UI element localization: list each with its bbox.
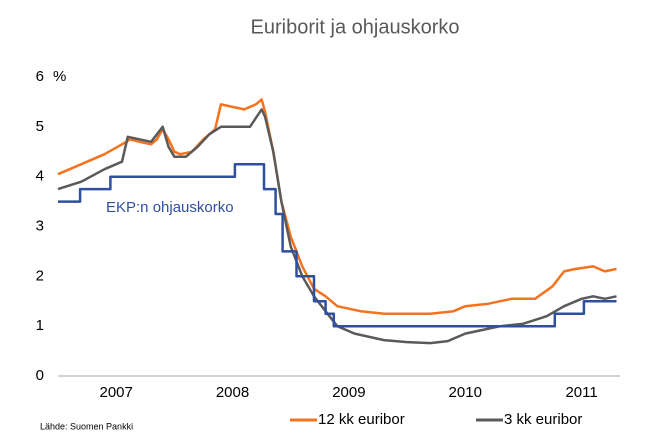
x-tick-label: 2008	[216, 384, 249, 401]
series-label: EKP:n ohjauskorko	[106, 199, 234, 216]
x-tick-label: 2009	[332, 384, 365, 401]
x-tick-label: 2011	[565, 384, 597, 401]
x-tick-label: 2007	[99, 384, 132, 401]
y-tick-label: 1	[36, 317, 44, 334]
y-tick-label: 4	[36, 168, 44, 185]
legend-label: 12 kk euribor	[318, 411, 405, 428]
y-tick-label: 3	[36, 217, 44, 234]
y-tick-label: 6	[36, 68, 44, 85]
y-unit: %	[53, 68, 66, 85]
x-tick-label: 2010	[449, 384, 482, 401]
source: Lähde: Suomen Pankki	[40, 421, 133, 431]
chart-title: Euriborit ja ohjauskorko	[251, 16, 460, 38]
y-tick-label: 2	[36, 267, 44, 284]
series-line	[57, 108, 617, 345]
y-tick-label: 0	[36, 367, 44, 384]
series-line	[58, 162, 617, 328]
legend-label: 3 kk euribor	[504, 411, 582, 428]
y-tick-label: 5	[36, 118, 44, 135]
